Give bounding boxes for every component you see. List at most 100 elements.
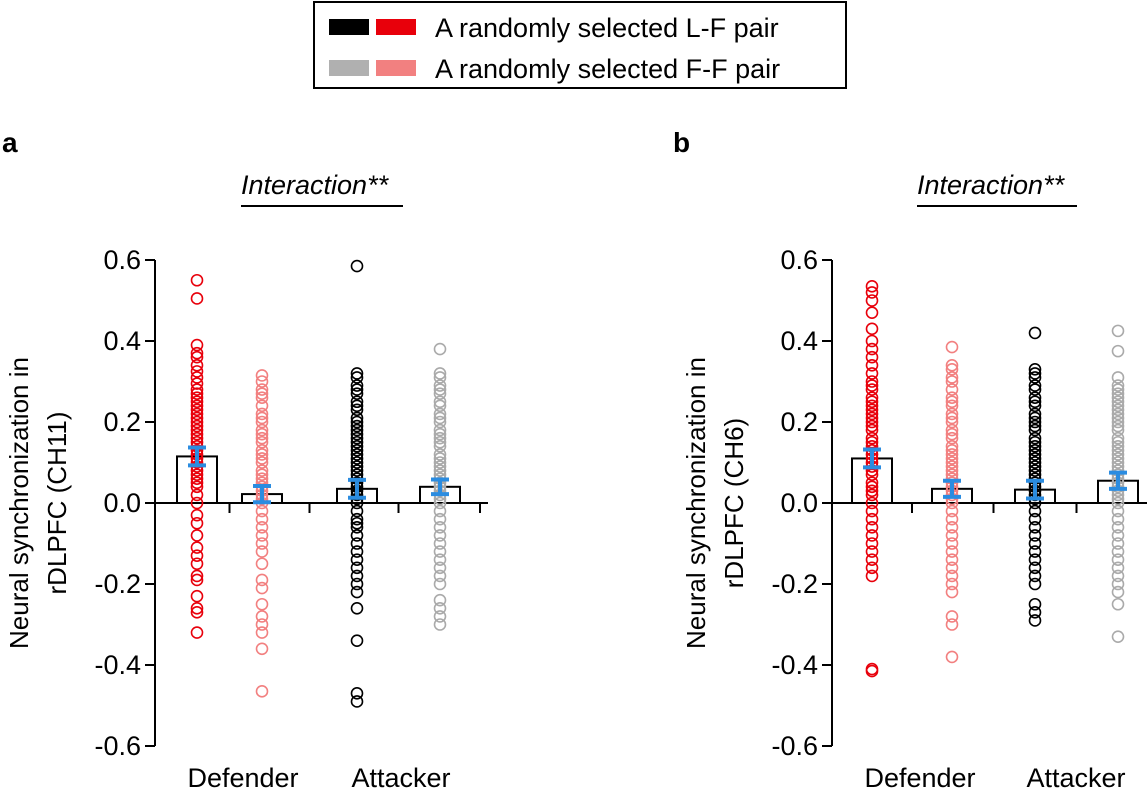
panel-b-point-3 — [1111, 585, 1125, 599]
panel-b-point-1 — [945, 577, 959, 591]
panel-b-point-1 — [945, 375, 959, 388]
panel-a-point-0 — [190, 427, 204, 441]
panel-a-point-2 — [350, 259, 364, 273]
panel-b-point-3 — [1111, 630, 1125, 643]
panel-a-point-3 — [433, 399, 447, 413]
panel-b-point-3 — [1111, 569, 1125, 583]
panel-a-point-0 — [190, 468, 204, 481]
panel-a-point-3 — [433, 618, 447, 631]
panel-b-point-3 — [1111, 415, 1125, 429]
panel-a-point-2 — [350, 383, 364, 396]
panel-a-point-1 — [255, 435, 269, 449]
panel-b-point-1 — [945, 439, 959, 453]
panel-b-point-0 — [865, 664, 879, 678]
panel-a-point-3 — [433, 342, 447, 356]
panel-a-point-1 — [255, 391, 269, 405]
panel-a-point-0 — [190, 377, 204, 390]
panel-a-point-0 — [190, 626, 204, 639]
panel-a-point-3 — [433, 561, 447, 575]
panel-a-point-0 — [190, 488, 204, 502]
panel-b-point-0 — [865, 480, 879, 494]
panel-b-point-0 — [865, 280, 879, 293]
panel-b-point-3 — [1111, 456, 1125, 469]
panel-b-point-1 — [945, 411, 959, 425]
panel-b-point-2 — [1028, 444, 1042, 457]
panel-b-point-3 — [1111, 383, 1125, 396]
panel-b-point-1 — [945, 391, 959, 405]
panel-a-point-3 — [433, 537, 447, 550]
panel-a-point-0 — [190, 480, 204, 494]
panel-a-point-3 — [433, 593, 447, 607]
legend-swatch-defender-ff — [376, 60, 416, 76]
panel-a-point-1 — [255, 520, 269, 534]
panel-b-point-0 — [865, 431, 879, 445]
panel-a-point-1 — [255, 468, 269, 481]
panel-b-y-tick-label: 0.4 — [780, 326, 818, 356]
panel-b-point-3 — [1111, 423, 1125, 437]
panel-b-point-0 — [865, 350, 879, 364]
panel-a-y-tick-label: -0.2 — [94, 569, 141, 599]
panel-b-point-1 — [945, 444, 959, 457]
panel-a-point-2 — [350, 553, 364, 567]
panel-b-point-0 — [865, 496, 879, 510]
panel-b-point-2 — [1028, 537, 1042, 550]
panel-a-point-1 — [255, 387, 269, 400]
panel-a-point-0 — [190, 549, 204, 562]
panel-b-point-1 — [945, 448, 959, 461]
panel-b-point-1 — [945, 464, 959, 477]
panel-a-point-0 — [190, 358, 204, 372]
panel-b-point-2 — [1028, 415, 1042, 429]
panel-b-point-0 — [865, 561, 879, 575]
panel-b-letter: b — [673, 127, 690, 158]
panel-a-y-tick-label: 0.4 — [103, 326, 141, 356]
panel-a-point-2 — [350, 512, 364, 526]
panel-b-point-3 — [1111, 496, 1125, 510]
panel-b-point-0 — [865, 379, 879, 392]
panel-b-point-1 — [945, 383, 959, 396]
panel-a-point-1 — [255, 448, 269, 461]
panel-a-point-1 — [255, 529, 269, 542]
panel-b-point-2 — [1028, 577, 1042, 591]
panel-a-letter: a — [2, 127, 18, 158]
panel-b-point-3 — [1111, 344, 1125, 358]
panel-b-point-1 — [945, 415, 959, 429]
panel-b-point-1 — [945, 553, 959, 567]
panel-a-point-1 — [255, 431, 269, 445]
panel-b-point-3 — [1111, 577, 1125, 591]
panel-b-point-0 — [865, 322, 879, 336]
panel-b-point-2 — [1028, 464, 1042, 477]
panel-a-point-1 — [255, 407, 269, 421]
panel-b-point-1 — [945, 529, 959, 542]
panel-a-point-1 — [255, 427, 269, 441]
panel-b-point-0 — [865, 403, 879, 417]
panel-b-point-2 — [1028, 411, 1042, 425]
panel-b-point-3 — [1111, 419, 1125, 433]
panel-a-point-0 — [190, 529, 204, 542]
panel-b-point-2 — [1028, 363, 1042, 376]
panel-b-point-2 — [1028, 520, 1042, 534]
panel-b-point-3 — [1111, 504, 1125, 518]
panel-a-point-2 — [350, 427, 364, 441]
panel-a-point-3 — [433, 512, 447, 526]
panel-a-point-0 — [190, 383, 204, 396]
panel-b-y-label-line1: Neural synchronization in — [681, 357, 711, 649]
panel-b-point-3 — [1111, 403, 1125, 417]
panel-b-point-2 — [1028, 460, 1042, 473]
panel-a-point-2 — [350, 411, 364, 425]
panel-a-point-2 — [350, 577, 364, 591]
panel-a-point-1 — [255, 369, 269, 382]
legend-swatch-attacker-ff — [329, 60, 369, 76]
panel-b-point-3 — [1111, 553, 1125, 567]
panel-a-category-label: Defender — [187, 763, 298, 793]
panel-a-point-3 — [433, 371, 447, 384]
panel-b-point-3 — [1111, 520, 1125, 534]
panel-a-point-0 — [190, 350, 204, 364]
panel-a-point-1 — [255, 375, 269, 388]
panel-a-point-3 — [433, 395, 447, 409]
panel-b-point-1 — [945, 650, 959, 664]
panel-a-point-3 — [433, 504, 447, 518]
panel-a-point-1 — [255, 452, 269, 465]
panel-a-point-3 — [433, 411, 447, 425]
panel-b-point-1 — [945, 407, 959, 421]
